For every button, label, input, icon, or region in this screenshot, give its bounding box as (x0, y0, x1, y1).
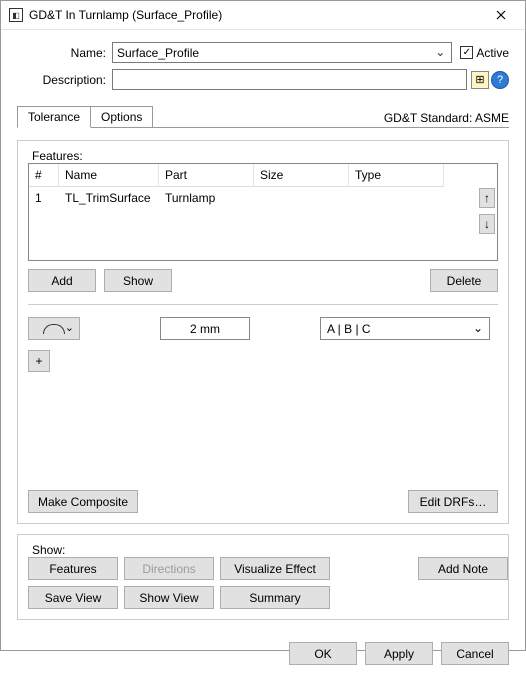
close-button[interactable] (481, 1, 521, 29)
cancel-button[interactable]: Cancel (441, 642, 509, 665)
cell-name: TL_TrimSurface (59, 187, 159, 209)
active-checkbox[interactable]: ✓ (460, 46, 473, 59)
ok-button[interactable]: OK (289, 642, 357, 665)
titlebar: ◧ GD&T In Turnlamp (Surface_Profile) (1, 1, 525, 30)
surface-profile-icon (43, 324, 65, 334)
drf-combo[interactable]: A | B | C (320, 317, 490, 340)
name-value: Surface_Profile (117, 46, 199, 60)
col-size[interactable]: Size (254, 164, 349, 187)
dialog-window: ◧ GD&T In Turnlamp (Surface_Profile) Nam… (0, 0, 526, 651)
tab-options[interactable]: Options (90, 106, 153, 128)
features-legend: Features: (28, 149, 87, 163)
active-label: Active (476, 46, 509, 60)
close-icon (496, 10, 506, 20)
add-note-button[interactable]: Add Note (418, 557, 508, 580)
make-composite-button[interactable]: Make Composite (28, 490, 138, 513)
features-table: # Name Part Size Type 1 TL_TrimSurface T… (28, 163, 498, 261)
table-row[interactable]: 1 TL_TrimSurface Turnlamp (29, 187, 477, 209)
cell-type (349, 187, 444, 209)
show-button[interactable]: Show (104, 269, 172, 292)
col-num[interactable]: # (29, 164, 59, 187)
help-icon[interactable]: ? (491, 71, 509, 89)
summary-button[interactable]: Summary (220, 586, 330, 609)
description-input[interactable] (112, 69, 467, 90)
app-icon: ◧ (9, 8, 23, 22)
visualize-effect-button[interactable]: Visualize Effect (220, 557, 330, 580)
tab-tolerance[interactable]: Tolerance (17, 106, 91, 128)
move-down-button[interactable]: ↓ (479, 214, 495, 234)
col-part[interactable]: Part (159, 164, 254, 187)
add-button[interactable]: Add (28, 269, 96, 292)
delete-button[interactable]: Delete (430, 269, 498, 292)
add-fcf-row-button[interactable]: + (28, 350, 50, 372)
window-title: GD&T In Turnlamp (Surface_Profile) (29, 8, 481, 22)
apply-button[interactable]: Apply (365, 642, 433, 665)
directions-button: Directions (124, 557, 214, 580)
separator (28, 304, 498, 305)
name-combo[interactable]: Surface_Profile (112, 42, 452, 63)
show-view-button[interactable]: Show View (124, 586, 214, 609)
dialog-footer: OK Apply Cancel (1, 632, 525, 679)
features-button[interactable]: Features (28, 557, 118, 580)
show-group: Show: Features Directions Visualize Effe… (17, 534, 509, 620)
tolerance-value-input[interactable]: 2 mm (160, 317, 250, 340)
cell-size (254, 187, 349, 209)
show-legend: Show: (28, 543, 69, 557)
save-view-button[interactable]: Save View (28, 586, 118, 609)
name-label: Name: (17, 46, 112, 60)
col-name[interactable]: Name (59, 164, 159, 187)
description-label: Description: (17, 73, 112, 87)
move-up-button[interactable]: ↑ (479, 188, 495, 208)
symbol-combo[interactable] (28, 317, 80, 340)
edit-drfs-button[interactable]: Edit DRFs… (408, 490, 498, 513)
cell-num: 1 (29, 187, 59, 209)
gdnt-standard-label: GD&T Standard: ASME (152, 111, 509, 128)
cell-part: Turnlamp (159, 187, 254, 209)
properties-icon[interactable]: ⊞ (471, 71, 489, 89)
features-group: Features: # Name Part Size Type 1 TL_Tri… (17, 140, 509, 524)
col-type[interactable]: Type (349, 164, 444, 187)
